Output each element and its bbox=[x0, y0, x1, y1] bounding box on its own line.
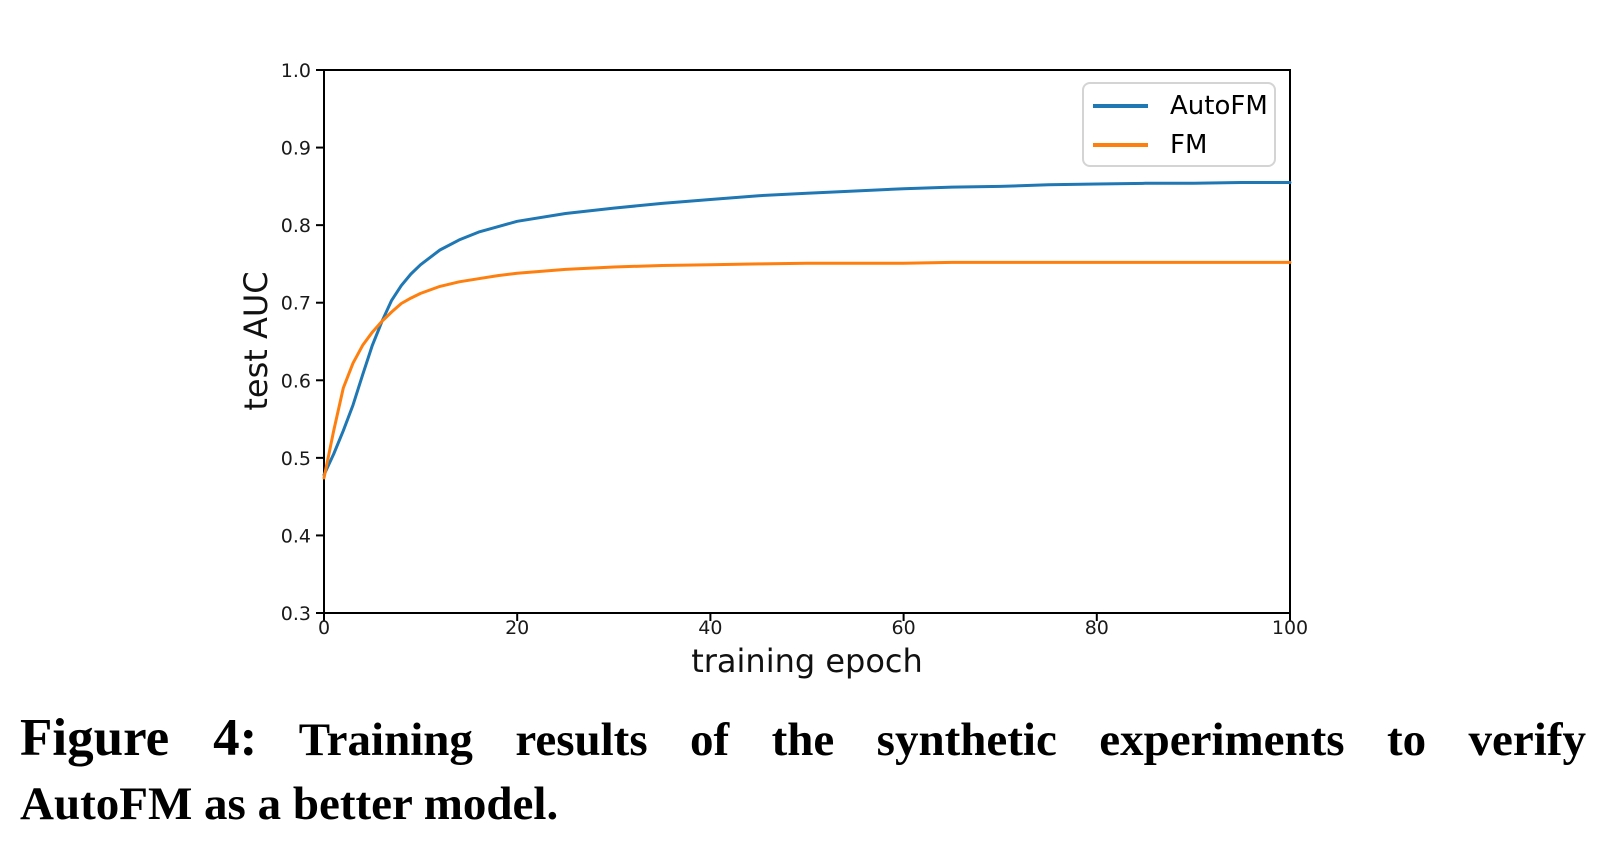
y-tick-label: 0.9 bbox=[281, 138, 311, 160]
x-tick-label: 20 bbox=[505, 617, 529, 639]
y-tick-label: 0.6 bbox=[281, 370, 311, 392]
legend: AutoFM FM bbox=[1082, 82, 1276, 167]
plot-frame bbox=[323, 69, 1291, 614]
x-axis-label: training epoch bbox=[691, 642, 923, 680]
y-tick-label: 0.5 bbox=[281, 448, 311, 470]
legend-item-fm: FM bbox=[1084, 125, 1274, 164]
x-tick-label: 60 bbox=[892, 617, 916, 639]
caption-text-line1: Training results of the synthetic experi… bbox=[298, 714, 1586, 766]
y-tick-label: 0.8 bbox=[281, 215, 311, 237]
x-tick-label: 80 bbox=[1085, 617, 1109, 639]
x-tick-label: 100 bbox=[1272, 617, 1308, 639]
y-tick-label: 0.3 bbox=[281, 603, 311, 625]
legend-line-sample-autofm bbox=[1093, 103, 1148, 108]
legend-item-autofm: AutoFM bbox=[1084, 86, 1274, 125]
legend-label-autofm: AutoFM bbox=[1170, 90, 1268, 121]
line-chart-plot: 0 20 40 60 80 100 0.3 0.4 0.5 0.6 0.7 0.8 0.9 1.0 bbox=[281, 60, 1308, 639]
legend-label-fm: FM bbox=[1170, 129, 1208, 160]
x-tick-label: 0 bbox=[318, 617, 330, 639]
series-line-fm bbox=[322, 260, 1292, 480]
series-line-autofm bbox=[322, 181, 1292, 477]
caption-line-2: AutoFM as a better model. bbox=[20, 778, 559, 830]
y-tick-label: 1.0 bbox=[281, 60, 311, 82]
caption-figure-label: Figure 4: bbox=[20, 709, 258, 767]
legend-line-sample-fm bbox=[1093, 142, 1148, 147]
x-tick-label: 40 bbox=[698, 617, 722, 639]
y-axis-label: test AUC bbox=[237, 271, 275, 411]
y-tick-label: 0.7 bbox=[281, 293, 311, 315]
caption-line-1: Figure 4: Training results of the synthe… bbox=[20, 706, 1586, 772]
y-tick-label: 0.4 bbox=[281, 525, 311, 547]
figure-caption: Figure 4: Training results of the synthe… bbox=[20, 706, 1586, 836]
